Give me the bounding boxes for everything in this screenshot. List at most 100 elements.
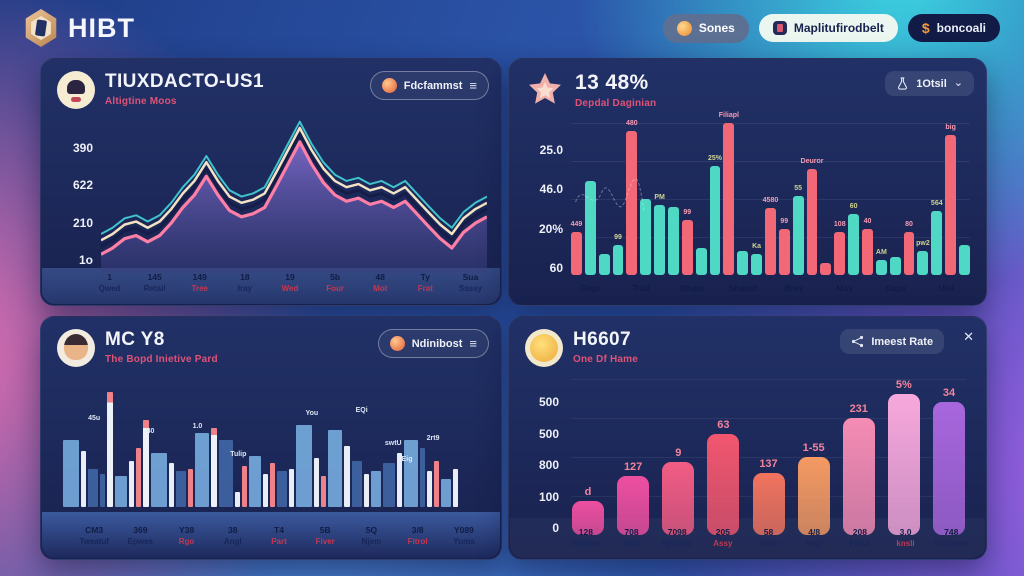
- bar: [289, 468, 294, 507]
- chart-annotation: 45u: [88, 414, 101, 422]
- bar-value-label: AM: [875, 248, 887, 256]
- x-axis-label: 7098 Rjscims: [654, 527, 700, 555]
- bar-group: 34: [932, 379, 966, 535]
- panel3-footer-band: [42, 512, 500, 558]
- y-axis-tick: 60: [549, 260, 563, 275]
- bar: AM: [876, 249, 887, 275]
- x-axis-label: Brey: [784, 283, 804, 293]
- x-axis-label: Gege: [579, 283, 602, 293]
- bar: [668, 206, 679, 275]
- bar: Deuror: [801, 158, 824, 275]
- bar: [959, 244, 970, 275]
- panel3-title: MC Y8: [105, 329, 165, 350]
- boncoali-button[interactable]: $ boncoali: [907, 14, 1000, 42]
- panel3-titles: MC Y8 The Bopd Inietive Pard: [105, 329, 368, 365]
- panel4-rate-label: Imeest Rate: [871, 335, 934, 348]
- sones-button[interactable]: Sones: [662, 13, 749, 43]
- panel4-avatar: [525, 329, 563, 367]
- panel1-header: TIUXDACTO-US1 Altigtine Moos Fdcfammst ≡: [57, 71, 489, 109]
- panel1-action-button[interactable]: Fdcfammst ≡: [369, 71, 489, 100]
- x-axis-label-text: Tweatuf: [79, 537, 109, 546]
- x-axis-label: 3/8 Fitrol: [395, 525, 441, 555]
- hibt-logo-icon: [25, 9, 57, 47]
- x-axis-label: Ub4: [938, 283, 955, 293]
- y-axis-tick: 800: [538, 458, 559, 472]
- panel2-titles: 13 48% Depdal Daginian: [575, 71, 875, 109]
- x-axis-label-text: Epwes: [127, 537, 153, 546]
- panel1-action-label: Fdcfammst: [403, 79, 463, 92]
- x-axis-label-text: Angl: [223, 537, 242, 546]
- x-axis-label-text: Assy: [713, 539, 733, 548]
- x-axis-label: 149 Tree: [177, 272, 222, 300]
- dollar-icon: $: [921, 20, 930, 36]
- bar: [151, 453, 167, 507]
- y-axis-tick: 622: [72, 178, 93, 193]
- bar: 40: [862, 218, 873, 275]
- bar: 480: [626, 120, 638, 275]
- menu-icon[interactable]: ≡: [469, 78, 477, 93]
- bar-group: 63: [706, 379, 740, 535]
- y-axis-labels: 500 500 800 100 0: [525, 395, 559, 535]
- x-axis-label-text: Retail: [143, 284, 166, 293]
- panel4-rate-button[interactable]: Imeest Rate: [840, 329, 945, 354]
- flask-icon: [898, 77, 908, 90]
- x-axis-label: Trial: [632, 283, 651, 293]
- bar: 99: [681, 209, 693, 275]
- bar: [797, 457, 830, 535]
- x-axis-label: May: [836, 283, 854, 293]
- bar-value-label: 4580: [762, 197, 779, 205]
- x-axis-tick: 58: [763, 527, 774, 537]
- bar-value-label: 449: [570, 221, 583, 229]
- bar: [842, 418, 875, 535]
- x-axis-label: Y38 Rgo: [163, 525, 209, 555]
- bar: [434, 460, 439, 507]
- bar: [321, 476, 326, 507]
- bar-group: 231: [842, 379, 876, 535]
- menu-icon[interactable]: ≡: [469, 336, 477, 351]
- bar-group: 1-55: [797, 379, 831, 535]
- panel4-titles: H6607 One Df Hame: [573, 329, 830, 365]
- panel4-subtitle: One Df Hame: [573, 354, 638, 365]
- x-axis-label-text: Insu: [623, 539, 640, 548]
- x-axis-tick: 208: [852, 527, 867, 537]
- maplit-button[interactable]: Maplitufirodbelt: [758, 14, 898, 42]
- x-axis-tick: 369: [133, 525, 148, 535]
- panel3-action-label: Ndinibost: [411, 337, 463, 350]
- x-axis-label: 748 Locusne: [928, 527, 974, 555]
- bar-value-label: 80: [905, 221, 913, 229]
- x-axis-tick: 748: [944, 527, 959, 537]
- bar: [143, 419, 149, 507]
- x-axis-label: 5b Four: [313, 272, 358, 300]
- bar: pw2: [916, 240, 930, 275]
- x-axis-label-text: Rjscims: [661, 539, 693, 548]
- x-axis-tick: 1: [107, 272, 112, 282]
- x-axis-tick: 4/8: [808, 527, 821, 537]
- bar-value-label: 9: [675, 446, 682, 459]
- bar-value-label: 34: [942, 387, 956, 400]
- x-axis-label-text: Njem: [361, 537, 382, 546]
- panel2-filter-button[interactable]: 1Otsil ⌄: [885, 71, 974, 96]
- bar: [427, 471, 432, 507]
- panel3-avatar: [57, 329, 95, 367]
- panel3-action-button[interactable]: Ndinibost ≡: [377, 329, 489, 358]
- x-axis-tick: CM3: [85, 525, 104, 535]
- panel1-title: TIUXDACTO-US1: [105, 71, 264, 92]
- bar: [820, 262, 832, 275]
- y-axis-tick: 500: [538, 426, 559, 441]
- bar: [617, 475, 650, 535]
- x-axis-label-text: Mot: [373, 284, 388, 293]
- bar: [176, 471, 186, 507]
- line-chart: [101, 117, 487, 273]
- share-icon: [852, 335, 864, 348]
- bar: [420, 448, 425, 507]
- bar-value-label: pw2: [916, 239, 930, 247]
- bar: [441, 478, 451, 507]
- bar: [404, 440, 418, 507]
- x-axis-label-text: Frat: [417, 284, 433, 293]
- bar-value-label: 25%: [708, 154, 723, 162]
- bar: [662, 461, 695, 535]
- x-axis: CM3 Tweatuf 369 Epwes Y38 Rgo 38 Angl T4 Part 5B Fi…: [71, 525, 487, 555]
- bar-group: 127: [616, 379, 650, 535]
- x-axis-label: 708 Insu: [609, 527, 655, 555]
- close-icon[interactable]: ✕: [963, 329, 974, 344]
